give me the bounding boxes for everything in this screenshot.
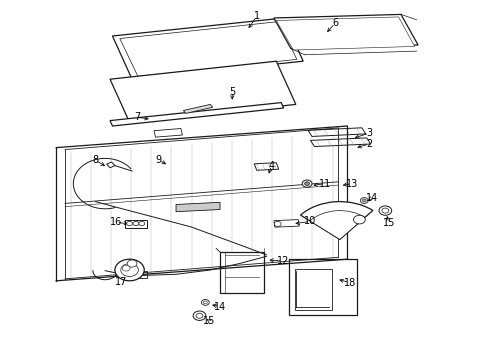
Polygon shape: [120, 22, 296, 76]
Bar: [288, 259, 356, 315]
Text: 2: 2: [366, 139, 371, 149]
Circle shape: [193, 311, 205, 320]
Text: 11: 11: [318, 179, 331, 189]
Circle shape: [360, 198, 367, 203]
Circle shape: [196, 313, 203, 318]
Circle shape: [121, 264, 138, 276]
Circle shape: [115, 259, 144, 281]
Circle shape: [133, 221, 139, 226]
Circle shape: [381, 208, 388, 213]
Text: 1: 1: [253, 11, 259, 21]
Text: 6: 6: [331, 18, 337, 28]
Circle shape: [353, 215, 365, 224]
Circle shape: [274, 221, 281, 226]
Polygon shape: [273, 14, 417, 49]
Polygon shape: [220, 252, 264, 293]
Polygon shape: [112, 18, 303, 79]
Circle shape: [302, 180, 311, 187]
Text: 3: 3: [366, 128, 371, 138]
Polygon shape: [120, 271, 146, 278]
Text: 14: 14: [365, 193, 377, 203]
Circle shape: [203, 301, 207, 304]
Wedge shape: [309, 211, 364, 239]
Text: 5: 5: [229, 87, 235, 97]
Polygon shape: [183, 104, 212, 113]
Polygon shape: [110, 103, 283, 126]
Text: 15: 15: [382, 218, 394, 228]
Polygon shape: [110, 61, 295, 122]
Text: 15: 15: [203, 316, 215, 326]
Text: 17: 17: [115, 276, 127, 287]
Text: 12: 12: [276, 256, 288, 266]
Text: 14: 14: [213, 302, 226, 312]
Circle shape: [127, 260, 137, 267]
Text: 18: 18: [343, 278, 355, 288]
Text: 13: 13: [345, 179, 358, 189]
Bar: [124, 220, 146, 228]
Text: 7: 7: [134, 112, 140, 122]
Circle shape: [126, 221, 132, 226]
Polygon shape: [276, 17, 414, 50]
Polygon shape: [176, 202, 220, 212]
Text: 4: 4: [268, 161, 274, 171]
Wedge shape: [300, 202, 372, 239]
Circle shape: [122, 265, 130, 271]
Circle shape: [304, 182, 309, 185]
Circle shape: [362, 199, 366, 202]
Text: 9: 9: [156, 155, 162, 165]
Polygon shape: [310, 138, 370, 147]
Circle shape: [139, 221, 144, 226]
Bar: [294, 269, 331, 310]
Polygon shape: [154, 129, 182, 137]
Polygon shape: [307, 128, 365, 136]
Text: 16: 16: [110, 217, 122, 228]
Polygon shape: [106, 162, 115, 168]
Text: 8: 8: [92, 155, 98, 165]
Text: 10: 10: [304, 216, 316, 226]
Polygon shape: [273, 220, 299, 227]
Circle shape: [378, 206, 391, 215]
Polygon shape: [254, 163, 278, 170]
Circle shape: [201, 300, 209, 305]
